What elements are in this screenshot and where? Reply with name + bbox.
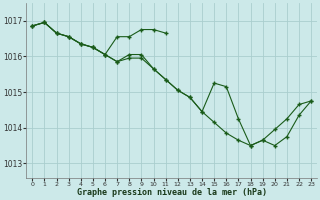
- X-axis label: Graphe pression niveau de la mer (hPa): Graphe pression niveau de la mer (hPa): [77, 188, 267, 197]
